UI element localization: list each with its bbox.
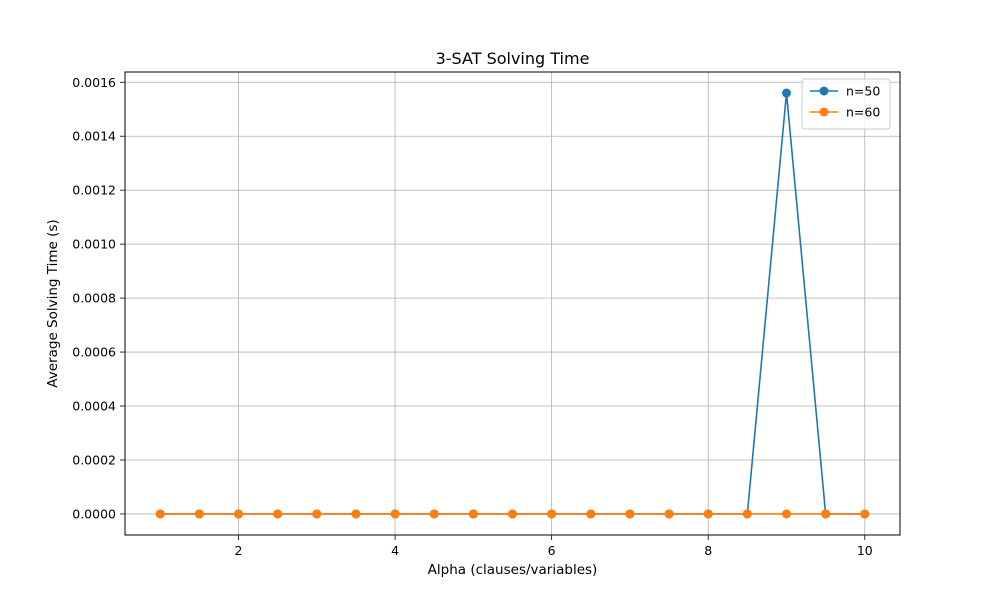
y-tick-label: 0.0012 xyxy=(72,183,116,198)
data-point xyxy=(234,509,244,519)
data-point xyxy=(194,509,204,519)
series-n=60 xyxy=(155,509,870,519)
legend-label: n=60 xyxy=(846,105,880,120)
x-tick-label: 10 xyxy=(857,543,873,558)
series-line xyxy=(160,92,865,515)
x-tick-label: 8 xyxy=(704,543,712,558)
data-point xyxy=(155,509,165,519)
data-point xyxy=(664,509,674,519)
y-tick-label: 0.0000 xyxy=(72,506,116,521)
data-point xyxy=(742,509,752,519)
y-tick-label: 0.0014 xyxy=(72,129,116,144)
plot-area-frame xyxy=(124,71,901,536)
y-tick-label: 0.0016 xyxy=(72,75,116,90)
x-tick-label: 2 xyxy=(235,543,243,558)
data-point xyxy=(508,509,517,519)
data-point xyxy=(586,509,596,519)
grid-lines xyxy=(125,72,900,535)
data-point xyxy=(625,509,635,519)
data-point xyxy=(821,509,831,519)
data-point xyxy=(860,509,870,519)
x-axis: 2 4 6 8 10 xyxy=(235,535,873,558)
x-tick-label: 6 xyxy=(548,543,556,558)
data-point xyxy=(351,509,361,519)
data-point xyxy=(429,509,439,519)
legend-marker xyxy=(819,107,829,117)
y-tick-label: 0.0010 xyxy=(72,237,116,252)
x-axis-label: Alpha (clauses/variables) xyxy=(428,562,598,578)
y-tick-label: 0.0004 xyxy=(72,399,116,414)
data-point xyxy=(273,509,283,519)
data-point xyxy=(390,509,400,519)
chart-title: 3-SAT Solving Time xyxy=(436,49,590,68)
data-point xyxy=(547,509,557,519)
legend: n=50 n=60 xyxy=(801,78,891,130)
series-layer xyxy=(155,88,870,519)
y-tick-label: 0.0008 xyxy=(72,291,116,306)
x-tick-label: 4 xyxy=(391,543,399,558)
legend-marker xyxy=(819,86,829,96)
series-n=50 xyxy=(155,88,870,519)
y-tick-label: 0.0002 xyxy=(72,452,116,467)
y-tick-label: 0.0006 xyxy=(72,345,116,360)
data-point xyxy=(468,509,478,519)
y-axis-label: Average Solving Time (s) xyxy=(45,219,61,387)
legend-label: n=50 xyxy=(846,84,880,99)
y-axis: 0.0000 0.0002 0.0004 0.0006 0.0008 0.0010 0.00… xyxy=(72,75,125,521)
data-point xyxy=(781,88,791,98)
data-point xyxy=(312,509,322,519)
data-point xyxy=(703,509,713,519)
data-point xyxy=(781,509,791,519)
